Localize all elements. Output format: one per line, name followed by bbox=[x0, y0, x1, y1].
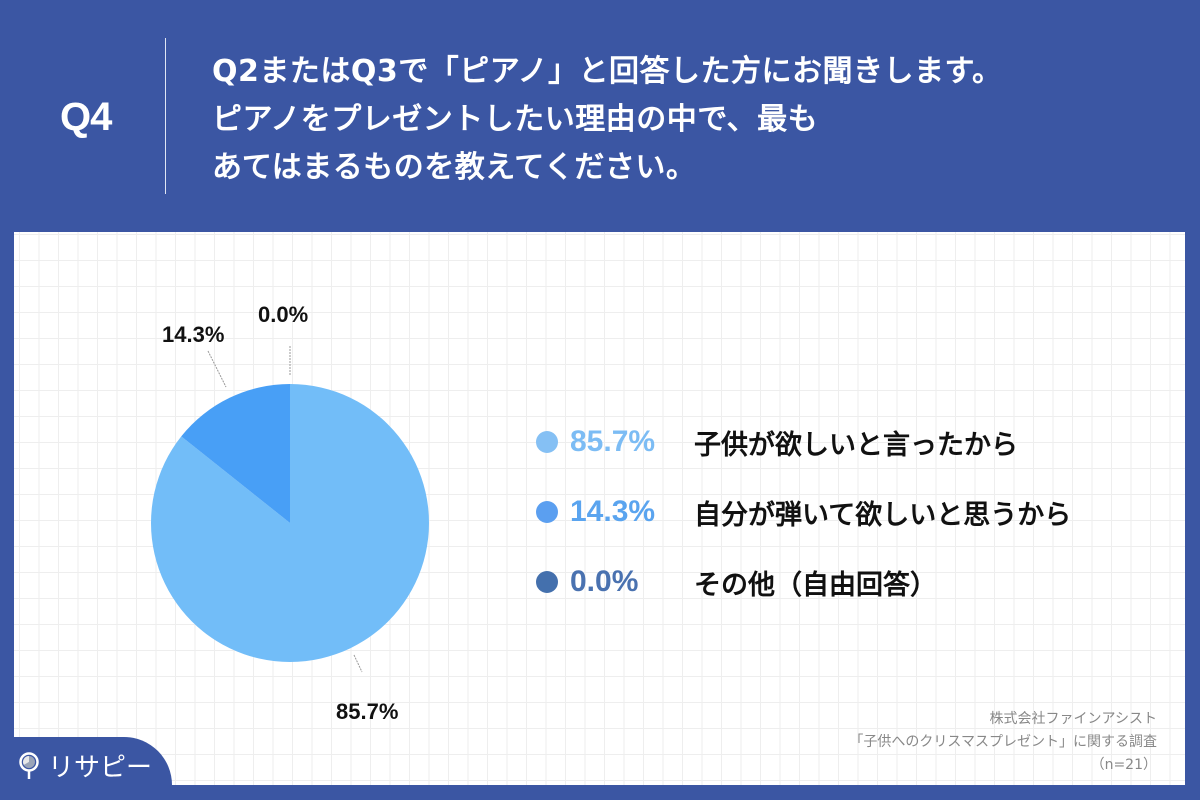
brand-logo: リサピー bbox=[18, 747, 152, 784]
legend-percent: 0.0% bbox=[570, 565, 639, 598]
header-divider bbox=[165, 38, 166, 194]
question-line-3: あてはまるものを教えてください。 bbox=[212, 150, 697, 185]
legend-label: その他（自由回答） bbox=[694, 569, 937, 601]
leader-line-14pct bbox=[207, 350, 227, 388]
legend-label: 子供が欲しいと言ったから bbox=[694, 429, 1018, 461]
legend-item-other: 0.0% その他（自由回答） bbox=[536, 547, 1071, 617]
chart-panel: 0.0% 14.3% 85.7% 85.7% 子供が欲しいと言ったから 14.3… bbox=[14, 232, 1185, 785]
source-sample-size: （n=21） bbox=[1090, 757, 1157, 773]
source-note: 株式会社ファインアシスト 「子供へのクリスマスプレゼント」に関する調査 （n=2… bbox=[849, 708, 1157, 777]
question-line-1: Q2またはQ3で「ピアノ」と回答した方にお聞きします。 bbox=[212, 54, 1003, 89]
brand-name: リサピー bbox=[48, 753, 153, 783]
legend-percent: 14.3% bbox=[570, 495, 656, 528]
pie-label-other: 0.0% bbox=[258, 302, 309, 327]
chart-legend: 85.7% 子供が欲しいと言ったから 14.3% 自分が弾いて欲しいと思うから … bbox=[536, 407, 1071, 617]
question-text: Q2またはQ3で「ピアノ」と回答した方にお聞きします。 ピアノをプレゼントしたい… bbox=[212, 48, 1003, 192]
legend-dot-icon bbox=[536, 571, 558, 593]
legend-dot-icon bbox=[536, 501, 558, 523]
question-number: Q4 bbox=[60, 95, 112, 139]
pie-slice-want-them-to-play bbox=[181, 384, 290, 523]
legend-label: 自分が弾いて欲しいと思うから bbox=[694, 499, 1072, 531]
map-pin-pie-icon bbox=[19, 751, 39, 779]
pie-label-children-wanted: 85.7% bbox=[336, 699, 399, 724]
source-company: 株式会社ファインアシスト bbox=[989, 711, 1157, 727]
source-survey: 「子供へのクリスマスプレゼント」に関する調査 bbox=[849, 734, 1157, 750]
question-line-2: ピアノをプレゼントしたい理由の中で、最も bbox=[212, 102, 819, 137]
pie-slice-children-wanted bbox=[151, 384, 430, 662]
legend-dot-icon bbox=[536, 431, 558, 453]
leader-line-86pct bbox=[353, 654, 363, 673]
legend-percent: 85.7% bbox=[570, 425, 656, 458]
legend-item-children-wanted: 85.7% 子供が欲しいと言ったから bbox=[536, 407, 1071, 477]
bottom-bar bbox=[0, 785, 1200, 800]
question-header: Q4 Q2またはQ3で「ピアノ」と回答した方にお聞きします。 ピアノをプレゼント… bbox=[0, 0, 1200, 232]
legend-item-want-them-to-play: 14.3% 自分が弾いて欲しいと思うから bbox=[536, 477, 1071, 547]
pie-chart bbox=[151, 346, 430, 673]
pie-label-want-them-to-play: 14.3% bbox=[162, 322, 225, 347]
